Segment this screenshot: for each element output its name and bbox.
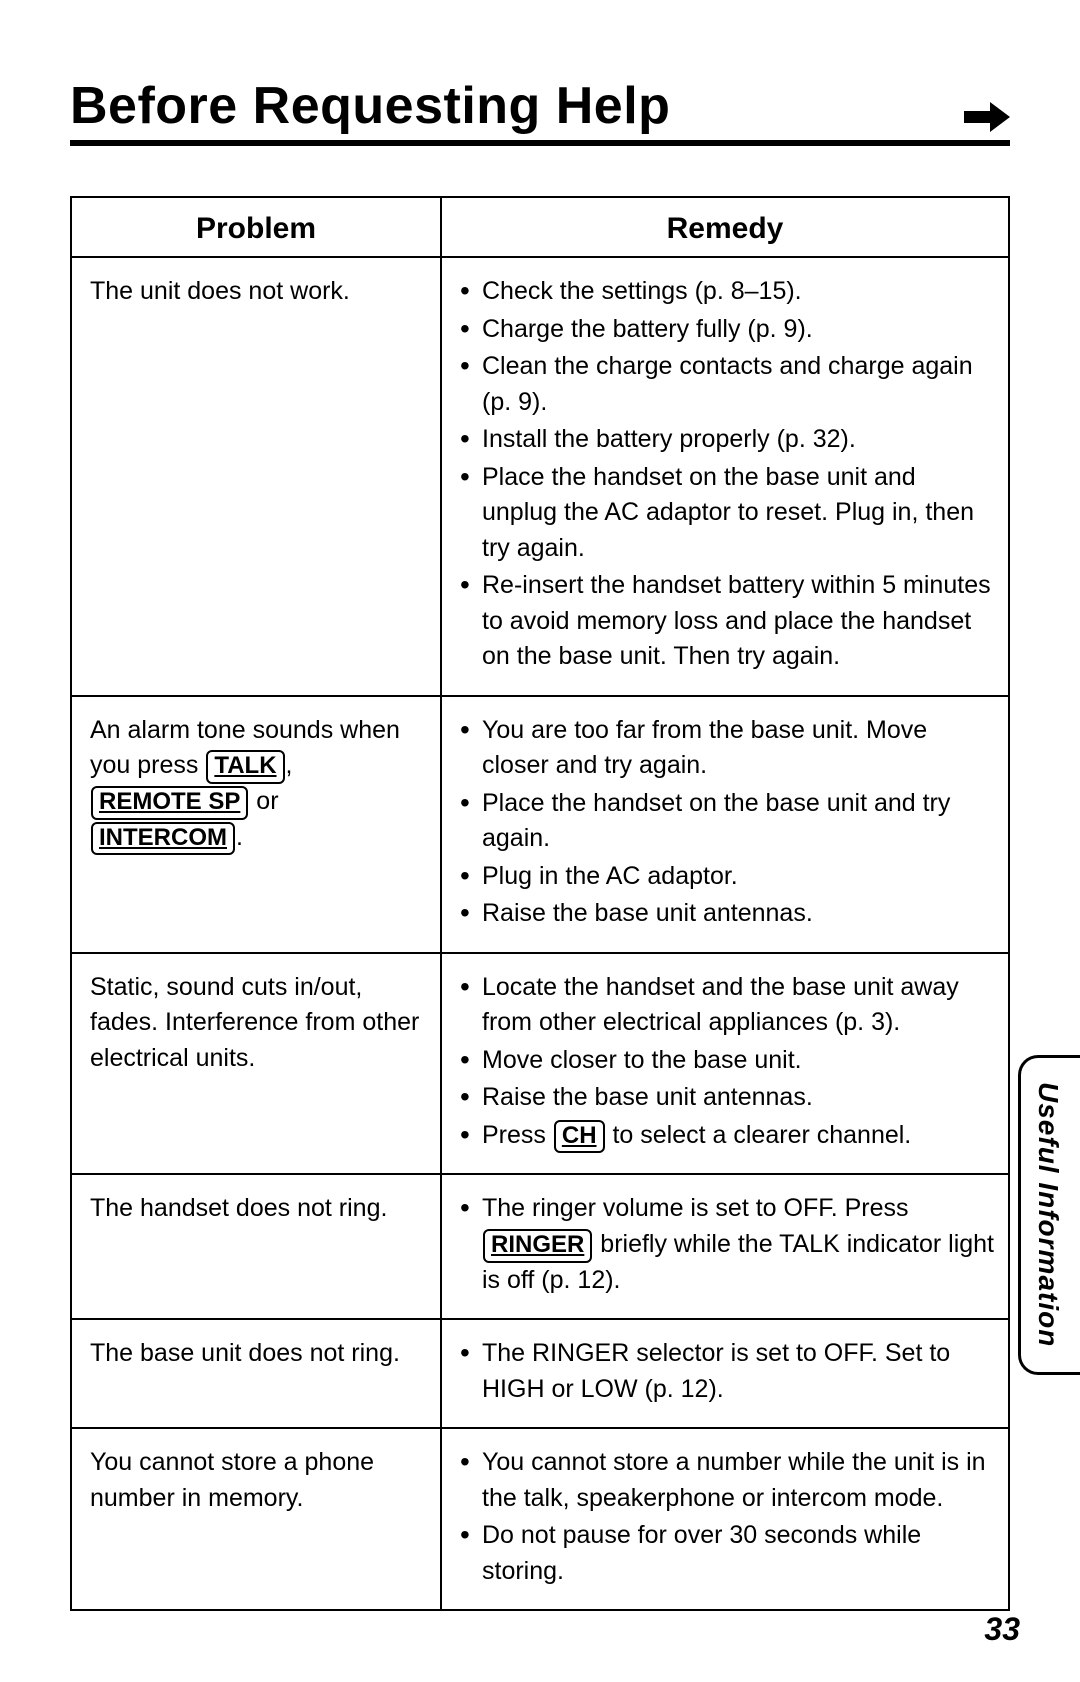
problem-cell: The unit does not work. (71, 257, 441, 696)
table-header-row: Problem Remedy (71, 197, 1009, 257)
remedy-item: The RINGER selector is set to OFF. Set t… (460, 1336, 994, 1407)
title-row: Before Requesting Help (70, 80, 1010, 146)
remedy-list: The RINGER selector is set to OFF. Set t… (460, 1336, 994, 1407)
remedy-item: Locate the handset and the base unit awa… (460, 970, 994, 1041)
table-row: The unit does not work. Check the settin… (71, 257, 1009, 696)
ringer-button-icon: RINGER (483, 1229, 592, 1263)
remedy-cell: The RINGER selector is set to OFF. Set t… (441, 1319, 1009, 1428)
remedy-text: The ringer volume is set to OFF. Press (482, 1194, 909, 1222)
remedy-item: Check the settings (p. 8–15). (460, 274, 994, 310)
remedy-item: Move closer to the base unit. (460, 1043, 994, 1079)
intercom-button-icon: INTERCOM (91, 822, 235, 856)
side-tab-label: Useful Information (1032, 1082, 1064, 1347)
problem-text: or (249, 787, 278, 815)
table-row: The base unit does not ring. The RINGER … (71, 1319, 1009, 1428)
troubleshoot-table: Problem Remedy The unit does not work. C… (70, 196, 1010, 1611)
remedy-item: Place the handset on the base unit and t… (460, 786, 994, 857)
page-title: Before Requesting Help (70, 80, 670, 132)
remedy-text: to select a clearer channel. (606, 1121, 912, 1149)
problem-cell: The handset does not ring. (71, 1174, 441, 1319)
remedy-cell: You cannot store a number while the unit… (441, 1428, 1009, 1610)
remedy-list: The ringer volume is set to OFF. Press R… (460, 1191, 994, 1298)
remedy-text: Press (482, 1121, 553, 1149)
remedy-cell: Check the settings (p. 8–15). Charge the… (441, 257, 1009, 696)
remedy-item: Re-insert the handset battery within 5 m… (460, 568, 994, 675)
remedy-item: The ringer volume is set to OFF. Press R… (460, 1191, 994, 1298)
remedy-cell: The ringer volume is set to OFF. Press R… (441, 1174, 1009, 1319)
talk-button-icon: TALK (206, 750, 284, 784)
problem-cell: An alarm tone sounds when you press TALK… (71, 696, 441, 953)
table-row: Static, sound cuts in/out, fades. Interf… (71, 953, 1009, 1175)
remedy-list: You are too far from the base unit. Move… (460, 713, 994, 932)
continue-arrow-icon (964, 102, 1010, 132)
remedy-item: You are too far from the base unit. Move… (460, 713, 994, 784)
problem-text: , (286, 751, 293, 779)
remedy-item: Clean the charge contacts and charge aga… (460, 349, 994, 420)
ch-button-icon: CH (554, 1120, 605, 1154)
remedy-item: Raise the base unit antennas. (460, 896, 994, 932)
remedy-cell: You are too far from the base unit. Move… (441, 696, 1009, 953)
table-row: The handset does not ring. The ringer vo… (71, 1174, 1009, 1319)
remote-sp-button-icon: REMOTE SP (91, 786, 248, 820)
remedy-cell: Locate the handset and the base unit awa… (441, 953, 1009, 1175)
table-row: You cannot store a phone number in memor… (71, 1428, 1009, 1610)
remedy-item: Install the battery properly (p. 32). (460, 422, 994, 458)
side-tab: Useful Information (1030, 1070, 1066, 1360)
remedy-list: Locate the handset and the base unit awa… (460, 970, 994, 1154)
problem-cell: You cannot store a phone number in memor… (71, 1428, 441, 1610)
col-problem: Problem (71, 197, 441, 257)
remedy-item: You cannot store a number while the unit… (460, 1445, 994, 1516)
col-remedy: Remedy (441, 197, 1009, 257)
table-row: An alarm tone sounds when you press TALK… (71, 696, 1009, 953)
remedy-item: Press CH to select a clearer channel. (460, 1118, 994, 1154)
remedy-item: Charge the battery fully (p. 9). (460, 312, 994, 348)
manual-page: Before Requesting Help Problem Remedy Th… (0, 0, 1080, 1682)
remedy-item: Do not pause for over 30 seconds while s… (460, 1518, 994, 1589)
remedy-list: You cannot store a number while the unit… (460, 1445, 994, 1589)
problem-cell: Static, sound cuts in/out, fades. Interf… (71, 953, 441, 1175)
remedy-list: Check the settings (p. 8–15). Charge the… (460, 274, 994, 675)
problem-cell: The base unit does not ring. (71, 1319, 441, 1428)
remedy-item: Raise the base unit antennas. (460, 1080, 994, 1116)
remedy-item: Plug in the AC adaptor. (460, 859, 994, 895)
page-number: 33 (984, 1611, 1020, 1648)
remedy-item: Place the handset on the base unit and u… (460, 460, 994, 567)
problem-text: . (236, 823, 243, 851)
